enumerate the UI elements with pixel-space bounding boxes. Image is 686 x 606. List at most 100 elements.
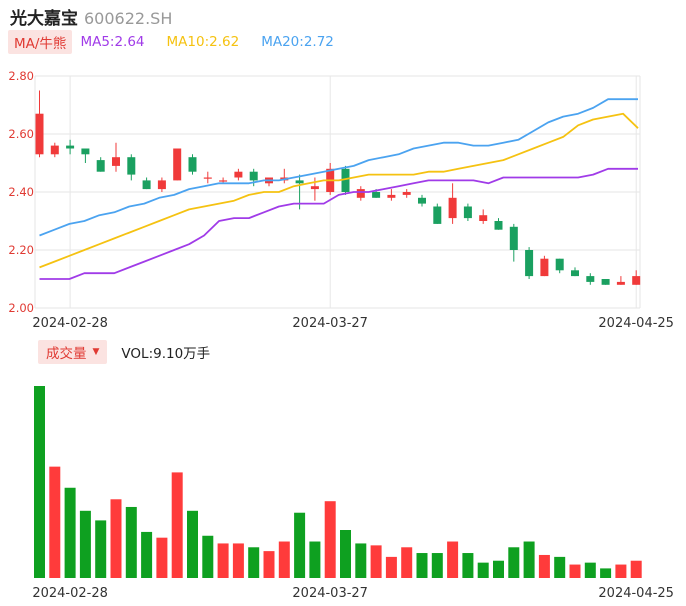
volume-bar (309, 541, 321, 578)
candle-body (310, 186, 319, 190)
volume-bar (630, 560, 642, 578)
volume-bar (232, 543, 244, 578)
candle-body (540, 258, 549, 277)
volume-bar (95, 520, 107, 578)
candle-body (249, 171, 258, 181)
y-tick-label: 2.20 (8, 243, 34, 257)
candle-body (142, 180, 151, 190)
ma5-legend: MA5:2.64 (80, 34, 145, 50)
volume-bar (248, 547, 260, 578)
candle-body (463, 206, 472, 219)
candle-body (127, 157, 136, 175)
candle-body (234, 171, 243, 178)
volume-bar (416, 553, 428, 578)
candle-body (173, 148, 182, 181)
volume-bar (79, 510, 91, 578)
volume-bar (217, 543, 229, 578)
stock-code: 600622.SH (84, 9, 173, 28)
volume-bar (294, 512, 306, 578)
x-tick-label: 2024-04-25 (598, 316, 674, 331)
candle-body (571, 270, 579, 277)
candle-body (509, 226, 518, 250)
y-tick-label: 2.60 (8, 127, 34, 141)
candle-body (448, 197, 457, 219)
candle-body (112, 157, 120, 166)
ma-indicator-button[interactable]: MA/牛熊 (8, 30, 73, 54)
stock-name: 光大嘉宝 (10, 9, 78, 29)
y-tick-label: 2.80 (8, 69, 34, 83)
volume-bar (477, 562, 489, 578)
candle-body (616, 281, 625, 285)
candle-body (188, 157, 197, 172)
candle-body (479, 215, 488, 221)
candle-body (632, 276, 641, 285)
candle-body (341, 168, 350, 192)
volume-bar (401, 547, 413, 578)
candle-body (295, 180, 304, 184)
y-tick-label: 2.40 (8, 185, 34, 199)
volume-bar (34, 386, 45, 578)
volume-bar (431, 553, 443, 578)
volume-bar (370, 545, 382, 578)
ma20-line (39, 98, 638, 237)
volume-bar (569, 564, 581, 578)
ma10-line (39, 112, 639, 269)
volume-bar (324, 501, 336, 578)
volume-bar (508, 547, 520, 578)
volume-bar (600, 568, 612, 578)
volume-bar (171, 472, 183, 578)
volume-bar (64, 487, 76, 578)
candle-body (555, 258, 564, 271)
x-tick-label: 2024-02-28 (32, 316, 108, 331)
candle-body (418, 197, 426, 204)
volume-button-label: 成交量 (46, 346, 87, 362)
ma-legend: MA/牛熊 MA5:2.64 MA10:2.62 MA20:2.72 (8, 30, 356, 54)
candle-body (35, 113, 44, 155)
volume-bar (355, 543, 367, 578)
volume-bar (49, 466, 61, 578)
volume-bar (125, 506, 137, 578)
volume-bar (187, 510, 198, 578)
volume-bar (523, 541, 535, 578)
volume-bar (447, 541, 459, 578)
candle-body (494, 221, 503, 230)
volume-bar (156, 537, 168, 578)
x-tick-label: 2024-03-27 (292, 316, 368, 331)
volume-bar (141, 531, 153, 578)
candle-body (81, 148, 90, 155)
candle-body (372, 192, 381, 198)
volume-indicator-button[interactable]: 成交量 ▼ (38, 340, 108, 364)
volume-bar (110, 499, 122, 578)
candle-body (402, 192, 411, 195)
candle-body (525, 250, 534, 277)
x-tick-label: 2024-02-28 (32, 586, 108, 601)
candle-body (219, 180, 228, 182)
candle-body (203, 177, 212, 179)
volume-bar (462, 553, 474, 578)
x-tick-label: 2024-04-25 (598, 586, 674, 601)
candle-body (601, 279, 610, 285)
stock-header: 光大嘉宝 600622.SH (10, 4, 173, 29)
volume-bar (202, 535, 214, 578)
candle-body (66, 145, 75, 149)
volume-legend: 成交量 ▼ VOL:9.10万手 (38, 340, 211, 364)
volume-bar (263, 551, 275, 578)
volume-bar (538, 554, 550, 578)
candle-body (157, 180, 166, 190)
volume-value: VOL:9.10万手 (121, 346, 211, 362)
x-tick-label: 2024-03-27 (292, 586, 368, 601)
ma20-legend: MA20:2.72 (261, 34, 334, 50)
volume-bar (278, 541, 290, 578)
volume-bar (340, 530, 351, 578)
candle-body (356, 189, 365, 198)
caret-down-icon: ▼ (92, 347, 100, 357)
volume-bar (615, 564, 627, 578)
ma5-line (39, 167, 638, 280)
volume-bar (584, 562, 596, 578)
volume-bar (493, 560, 504, 578)
candle-body (433, 206, 442, 224)
volume-bar (554, 556, 566, 578)
candle-body (96, 160, 105, 172)
candle-body (387, 194, 396, 198)
